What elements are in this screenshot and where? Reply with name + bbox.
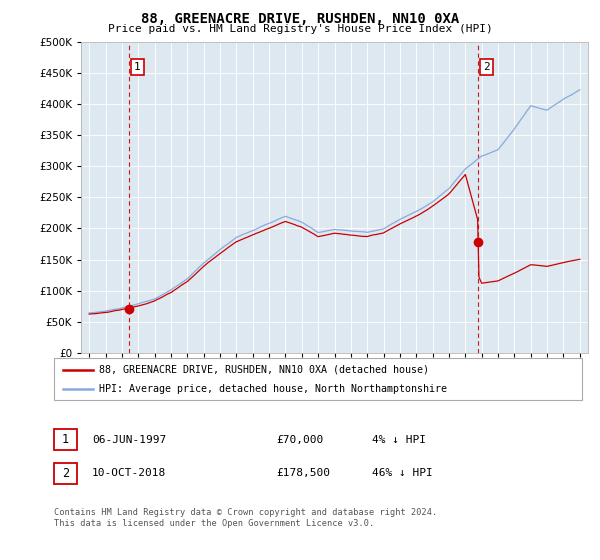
Text: 2: 2 xyxy=(483,62,490,72)
Text: 1: 1 xyxy=(134,62,141,72)
Text: £178,500: £178,500 xyxy=(276,468,330,478)
Text: Contains HM Land Registry data © Crown copyright and database right 2024.
This d: Contains HM Land Registry data © Crown c… xyxy=(54,508,437,528)
Text: 06-JUN-1997: 06-JUN-1997 xyxy=(92,435,166,445)
Text: 1: 1 xyxy=(62,433,69,446)
Text: 88, GREENACRE DRIVE, RUSHDEN, NN10 0XA: 88, GREENACRE DRIVE, RUSHDEN, NN10 0XA xyxy=(141,12,459,26)
Text: 10-OCT-2018: 10-OCT-2018 xyxy=(92,468,166,478)
Text: 88, GREENACRE DRIVE, RUSHDEN, NN10 0XA (detached house): 88, GREENACRE DRIVE, RUSHDEN, NN10 0XA (… xyxy=(99,365,429,375)
Text: Price paid vs. HM Land Registry's House Price Index (HPI): Price paid vs. HM Land Registry's House … xyxy=(107,24,493,34)
Text: £70,000: £70,000 xyxy=(276,435,323,445)
Text: 2: 2 xyxy=(62,466,69,480)
Text: HPI: Average price, detached house, North Northamptonshire: HPI: Average price, detached house, Nort… xyxy=(99,384,447,394)
Text: 46% ↓ HPI: 46% ↓ HPI xyxy=(372,468,433,478)
Text: 4% ↓ HPI: 4% ↓ HPI xyxy=(372,435,426,445)
